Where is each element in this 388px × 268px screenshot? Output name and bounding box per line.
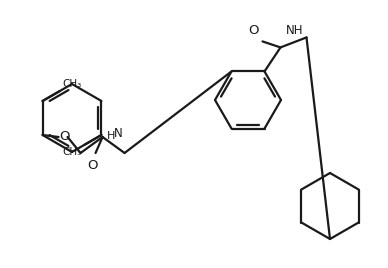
Text: NH: NH [286,24,303,38]
Text: O: O [248,24,258,38]
Text: O: O [59,131,70,143]
Text: H: H [107,131,116,141]
Text: O: O [87,159,98,172]
Text: CH₃: CH₃ [63,147,82,157]
Text: CH₃: CH₃ [62,79,81,89]
Text: N: N [114,127,123,140]
